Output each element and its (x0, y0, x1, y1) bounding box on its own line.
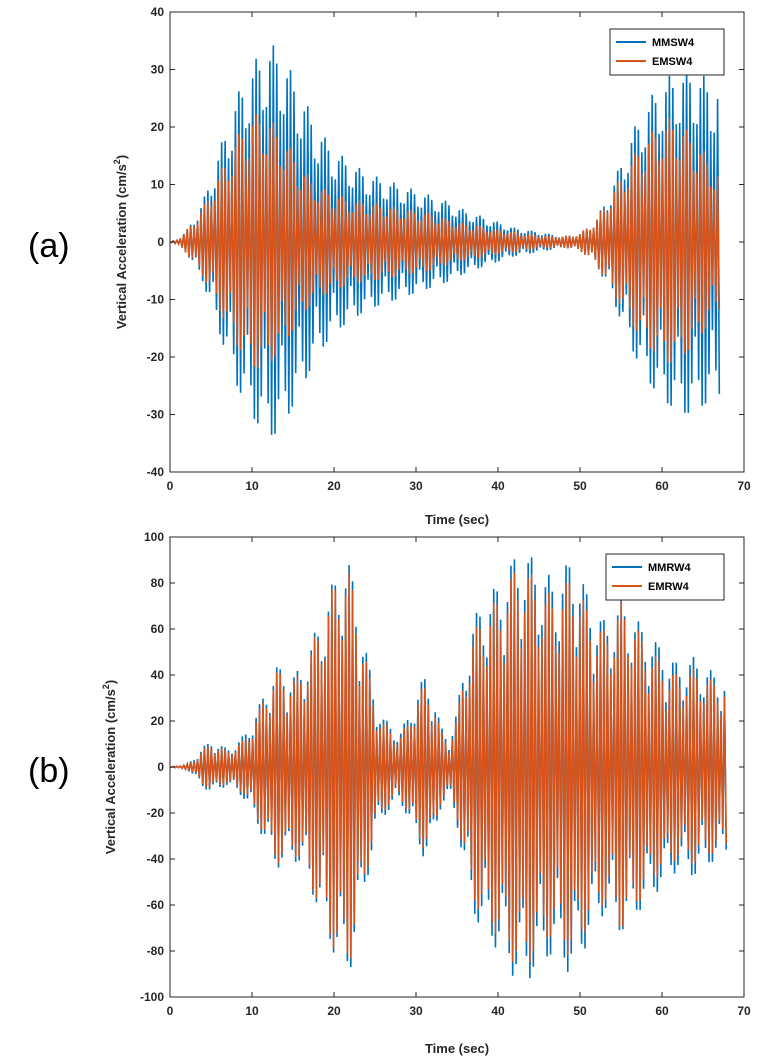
x-axis-label: Time (sec) (425, 1041, 489, 1056)
y-tick-label: -80 (147, 944, 165, 958)
y-axis-label-main: Vertical Acceleration (cm/s (114, 164, 129, 329)
series-line-emrw4 (170, 572, 728, 963)
x-tick-label: 30 (409, 479, 423, 493)
y-tick-label: -60 (147, 898, 165, 912)
x-tick-label: 20 (327, 1004, 341, 1018)
legend-box (609, 28, 725, 76)
x-axis-label: Time (sec) (425, 512, 489, 527)
panel-label: (a) (28, 227, 70, 265)
y-axis-label: Vertical Acceleration (cm/s2) (101, 680, 118, 854)
y-tick-label: -40 (147, 852, 165, 866)
y-tick-label: 30 (151, 63, 165, 77)
y-tick-label: -100 (140, 990, 164, 1004)
x-tick-label: 60 (655, 479, 669, 493)
y-tick-label: -30 (147, 408, 165, 422)
y-axis-label-sup: 2 (112, 159, 122, 164)
x-tick-label: 0 (167, 1004, 174, 1018)
panel-label: (b) (28, 752, 70, 790)
x-tick-label: 30 (409, 1004, 423, 1018)
x-tick-label: 0 (167, 479, 174, 493)
y-tick-label: 10 (151, 178, 165, 192)
y-tick-label: 0 (157, 235, 164, 249)
x-tick-label: 10 (245, 479, 259, 493)
y-tick-label: -20 (147, 806, 165, 820)
x-tick-label: 40 (491, 1004, 505, 1018)
x-tick-label: 50 (573, 479, 587, 493)
y-axis-label-sup: 2 (101, 684, 111, 689)
y-tick-label: 40 (151, 668, 165, 682)
legend-label-emrw4: EMRW4 (648, 581, 690, 593)
y-tick-label: 60 (151, 622, 165, 636)
chart-a: 0 10 20 30 40 50 60 70 -40 -30 -20 -10 0 10 20 30 40 Time… (28, 5, 751, 527)
legend-label-mmrw4: MMRW4 (648, 562, 691, 574)
y-axis-label-end: ) (103, 680, 118, 684)
y-tick-label: 80 (151, 576, 165, 590)
x-tick-label: 70 (737, 1004, 751, 1018)
y-tick-label: -10 (147, 293, 165, 307)
legend: MMSW4 EMSW4 (609, 28, 725, 76)
x-tick-label: 50 (573, 1004, 587, 1018)
y-tick-label: 20 (151, 120, 165, 134)
x-tick-label: 40 (491, 479, 505, 493)
x-tick-label: 70 (737, 479, 751, 493)
x-tick-label: 60 (655, 1004, 669, 1018)
y-tick-label: -40 (147, 465, 165, 479)
y-axis-label: Vertical Acceleration (cm/s2) (112, 155, 129, 329)
y-tick-label: 0 (157, 760, 164, 774)
x-tick-label: 10 (245, 1004, 259, 1018)
y-tick-label: 100 (144, 530, 164, 544)
series-line-emsw4 (170, 114, 721, 368)
y-tick-label: -20 (147, 350, 165, 364)
legend: MMRW4 EMRW4 (605, 553, 725, 601)
y-axis-label-main: Vertical Acceleration (cm/s (103, 689, 118, 854)
legend-label-mmsw4: MMSW4 (652, 37, 695, 49)
y-axis-label-end: ) (114, 155, 129, 159)
legend-label-emsw4: EMSW4 (652, 56, 693, 68)
chart-b: 0 10 20 30 40 50 60 70 -100 -80 -60 -40 -20 0 20 40 60 80… (28, 530, 751, 1056)
y-tick-label: 20 (151, 714, 165, 728)
legend-box (605, 553, 725, 601)
y-tick-label: 40 (151, 5, 165, 19)
x-tick-label: 20 (327, 479, 341, 493)
